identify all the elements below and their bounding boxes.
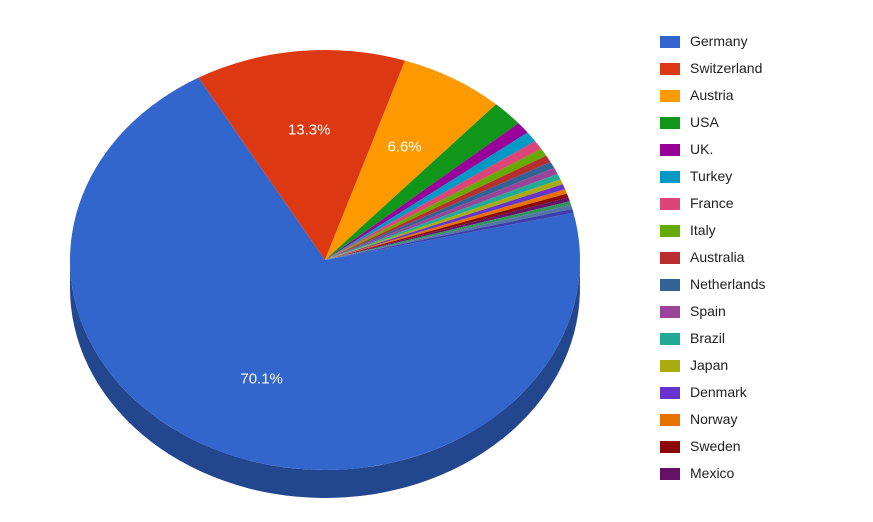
legend-label: Brazil [690, 325, 725, 352]
legend-label: Sweden [690, 433, 741, 460]
legend-item[interactable]: USA [660, 109, 863, 136]
legend-swatch [660, 198, 680, 210]
legend-item[interactable]: Turkey [660, 163, 863, 190]
legend-swatch [660, 306, 680, 318]
legend-label: Austria [690, 82, 734, 109]
chart-container: 70.1% 13.3% 6.6% GermanySwitzerlandAustria… [0, 0, 873, 522]
legend-swatch [660, 252, 680, 264]
legend-label: Switzerland [690, 55, 762, 82]
legend-item[interactable]: Italy [660, 217, 863, 244]
legend-label: USA [690, 109, 719, 136]
legend-swatch [660, 144, 680, 156]
legend-swatch [660, 360, 680, 372]
legend-item[interactable]: Switzerland [660, 55, 863, 82]
legend-swatch [660, 171, 680, 183]
slice-label: 13.3% [288, 121, 331, 138]
pie-chart-svg: 70.1% 13.3% 6.6% [0, 0, 640, 522]
legend-swatch [660, 63, 680, 75]
legend-label: Denmark [690, 379, 747, 406]
legend-swatch [660, 90, 680, 102]
legend: GermanySwitzerlandAustriaUSAUK.TurkeyFra… [640, 0, 873, 522]
pie-chart-area: 70.1% 13.3% 6.6% [0, 0, 640, 522]
legend-label: Netherlands [690, 271, 766, 298]
legend-swatch [660, 225, 680, 237]
legend-label: France [690, 190, 734, 217]
legend-swatch [660, 468, 680, 480]
legend-label: Spain [690, 298, 726, 325]
legend-item[interactable]: Germany [660, 28, 863, 55]
legend-swatch [660, 333, 680, 345]
legend-item[interactable]: Sweden [660, 433, 863, 460]
legend-item[interactable]: Japan [660, 352, 863, 379]
legend-swatch [660, 279, 680, 291]
legend-swatch [660, 387, 680, 399]
legend-item[interactable]: Spain [660, 298, 863, 325]
legend-swatch [660, 36, 680, 48]
legend-item[interactable]: Mexico [660, 460, 863, 487]
slice-label: 70.1% [240, 370, 283, 387]
legend-label: Germany [690, 28, 748, 55]
legend-label: Italy [690, 217, 716, 244]
legend-item[interactable]: Australia [660, 244, 863, 271]
legend-item[interactable]: UK. [660, 136, 863, 163]
legend-swatch [660, 414, 680, 426]
legend-item[interactable]: Netherlands [660, 271, 863, 298]
pie-top [70, 50, 580, 470]
legend-label: UK. [690, 136, 713, 163]
legend-swatch [660, 117, 680, 129]
slice-label: 6.6% [387, 138, 421, 155]
legend-item[interactable]: Denmark [660, 379, 863, 406]
legend-swatch [660, 441, 680, 453]
legend-label: Mexico [690, 460, 734, 487]
legend-label: Japan [690, 352, 728, 379]
legend-item[interactable]: Brazil [660, 325, 863, 352]
legend-item[interactable]: Austria [660, 82, 863, 109]
legend-item[interactable]: Norway [660, 406, 863, 433]
legend-label: Norway [690, 406, 737, 433]
legend-label: Australia [690, 244, 744, 271]
legend-item[interactable]: France [660, 190, 863, 217]
legend-label: Turkey [690, 163, 732, 190]
